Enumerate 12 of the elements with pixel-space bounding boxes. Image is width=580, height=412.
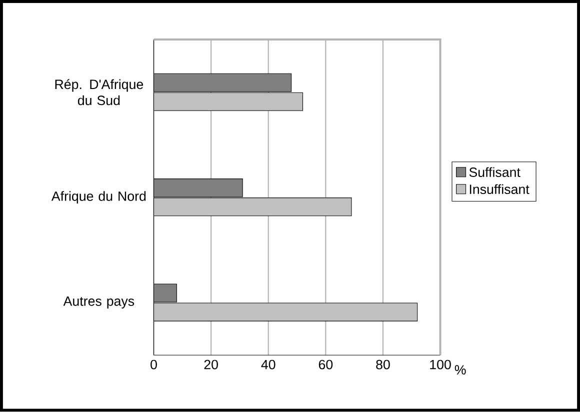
x-tick-label: 20	[204, 360, 218, 370]
x-tick-label: 40	[261, 360, 276, 370]
y-tick-label: Afrique du Nord	[51, 191, 146, 204]
legend-label: Insuffisant	[470, 184, 530, 194]
x-tick-label: 60	[318, 360, 333, 370]
x-tick-label: 80	[376, 360, 390, 370]
legend-label: Suffisant	[469, 167, 520, 178]
x-axis-title: %	[454, 365, 466, 375]
y-tick-label: Autres pays	[63, 296, 134, 309]
y-tick-label: Rép. D'Afrique du Sud	[55, 79, 144, 106]
x-tick-label: 100	[430, 360, 451, 370]
x-tick-label: 0	[150, 360, 157, 370]
